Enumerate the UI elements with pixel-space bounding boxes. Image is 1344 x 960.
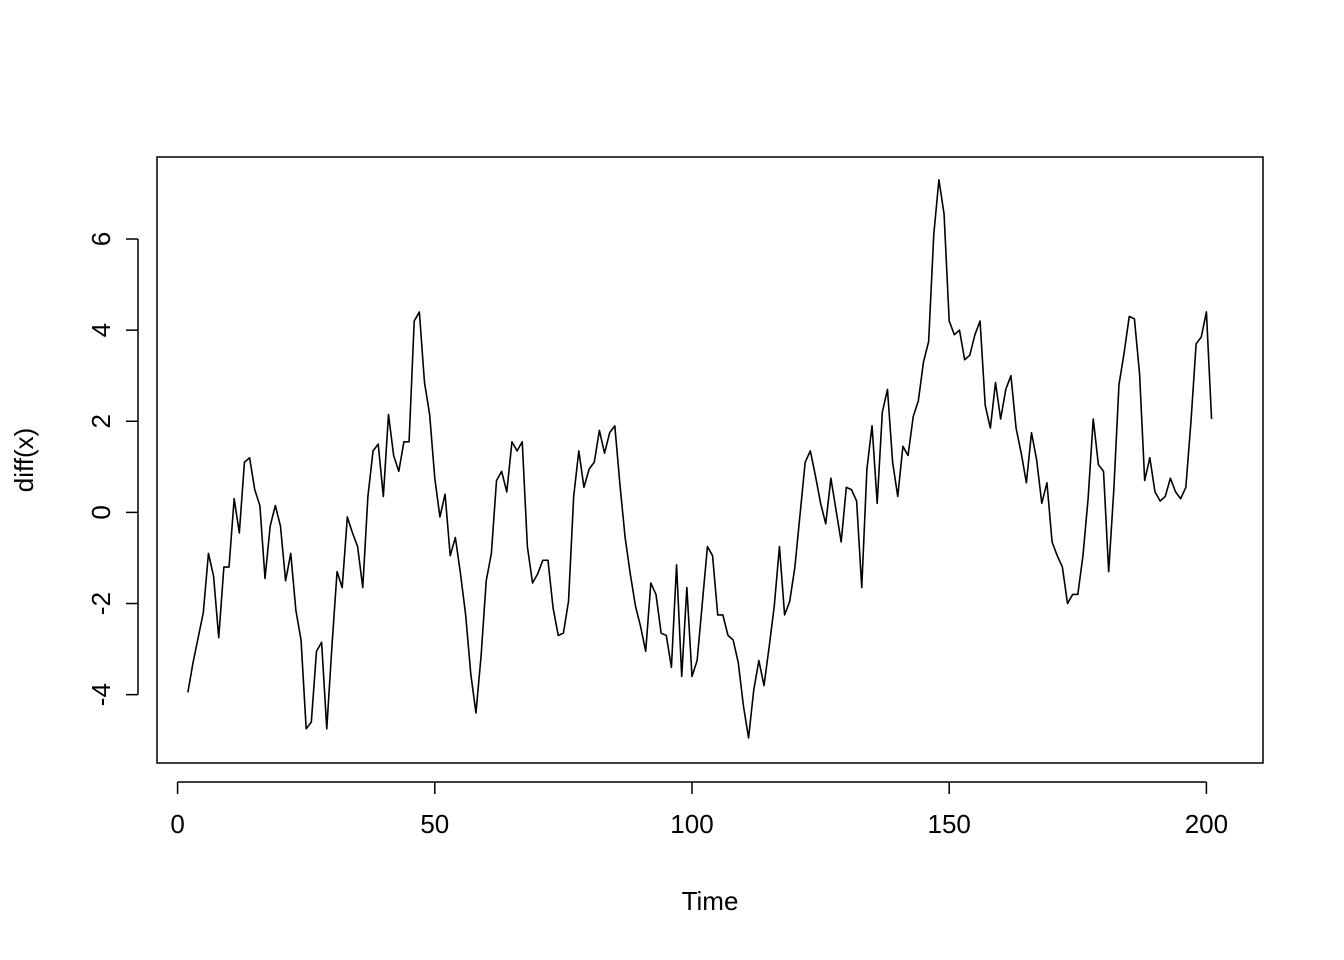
x-tick-label: 0 [170,809,184,839]
y-tick-label: -2 [86,592,116,615]
x-tick-label: 200 [1185,809,1228,839]
x-tick-label: 150 [928,809,971,839]
y-tick-label: 4 [86,323,116,337]
y-axis: -4 -2 0 2 4 6 [86,232,139,706]
y-tick-label: -4 [86,683,116,706]
series-line [187,178,1213,739]
y-tick-label: 2 [86,414,116,428]
x-axis-label: Time [682,886,739,916]
y-axis-label: diff(x) [9,428,39,493]
plot-frame [156,156,1264,764]
x-axis: 0 50 100 150 200 [170,781,1228,839]
y-tick-label: 6 [86,232,116,246]
x-tick-label: 50 [420,809,449,839]
x-tick-label: 100 [670,809,713,839]
y-tick-label: 0 [86,505,116,519]
